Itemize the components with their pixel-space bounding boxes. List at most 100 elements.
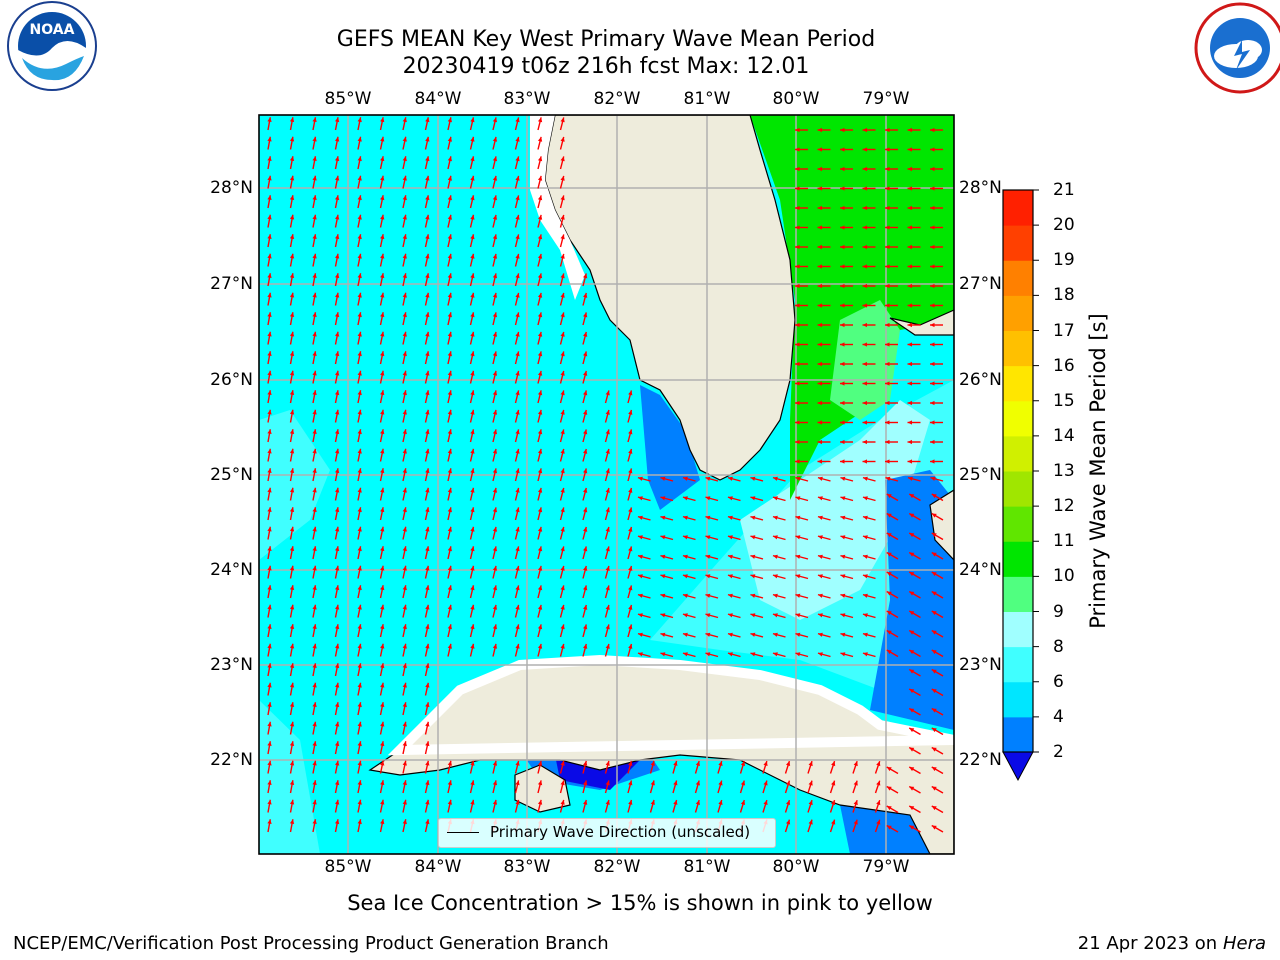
lat-label-right: 25°N	[959, 465, 1002, 485]
wave-arrow-head	[312, 682, 317, 688]
wave-arrow-head	[795, 322, 800, 328]
wave-arrow-head	[718, 780, 723, 786]
wave-arrow-head	[289, 390, 295, 396]
wave-arrow-head	[537, 370, 543, 376]
wave-arrow-head	[380, 702, 385, 708]
wave-arrow-head	[312, 468, 317, 474]
wave-arrow-head	[470, 136, 475, 142]
wave-arrow-head	[289, 195, 295, 201]
wave-arrow-head	[931, 572, 937, 577]
wave-arrow-head	[402, 702, 407, 708]
wave-arrow-head	[560, 585, 565, 591]
wave-arrow-head	[660, 476, 666, 481]
wave-arrow-head	[727, 476, 733, 481]
wave-arrow-head	[425, 448, 430, 454]
wave-arrow-head	[312, 702, 317, 708]
wave-arrow-head	[560, 253, 565, 259]
wave-arrow-head	[718, 800, 723, 805]
wave-arrow-head	[817, 225, 823, 230]
wave-arrow-head	[795, 264, 800, 269]
wave-arrow-head	[357, 780, 362, 786]
wave-arrow-head	[909, 825, 915, 830]
wave-arrow-head	[515, 117, 520, 123]
wave-arrow-head	[492, 585, 498, 591]
wave-arrow-head	[267, 682, 272, 688]
wave-arrow-head	[763, 780, 768, 786]
wave-arrow-head	[885, 361, 890, 367]
wave-arrow-head	[312, 409, 317, 415]
wave-arrow-head	[727, 574, 733, 579]
wave-arrow-head	[492, 214, 498, 220]
wave-arrow-head	[335, 370, 340, 376]
wave-arrow-head	[637, 632, 643, 637]
wave-arrow-head	[425, 253, 430, 259]
wave-arrow-head	[289, 214, 295, 220]
wave-arrow-head	[695, 761, 700, 766]
wave-arrow-head	[909, 786, 915, 791]
wave-arrow-head	[380, 292, 385, 298]
wave-arrow-head	[885, 205, 890, 211]
wave-arrow-head	[840, 515, 846, 520]
wave-arrow-head	[335, 585, 340, 591]
wave-arrow-head	[470, 780, 475, 786]
wave-arrow-head	[357, 156, 362, 162]
wave-arrow-head	[605, 565, 610, 571]
wave-arrow-head	[909, 650, 915, 655]
wave-arrow-head	[425, 799, 430, 805]
wave-arrow-head	[357, 682, 362, 688]
wave-arrow-head	[492, 760, 498, 766]
wave-arrow-head	[447, 312, 452, 318]
wave-direction-arrows	[267, 117, 944, 833]
wave-arrow-head	[267, 156, 272, 162]
wave-arrow-head	[357, 643, 362, 649]
wave-arrow-head	[447, 351, 452, 357]
wave-arrow-head	[907, 439, 913, 445]
wave-arrow-head	[705, 574, 711, 579]
wave-arrow-head	[335, 702, 340, 708]
wave-arrow-head	[931, 825, 937, 830]
wave-arrow-head	[886, 533, 892, 538]
wave-arrow-head	[785, 819, 791, 825]
wave-arrow-head	[886, 552, 892, 557]
wave-arrow-head	[402, 760, 407, 766]
wave-arrow-head	[447, 487, 452, 493]
wave-arrow-head	[289, 526, 295, 532]
wave-arrow-head	[492, 643, 498, 649]
wave-arrow-head	[312, 253, 317, 259]
wave-arrow-head	[817, 554, 823, 559]
wave-arrow-head	[628, 760, 633, 766]
wave-arrow-head	[312, 643, 317, 649]
wave-arrow-head	[335, 468, 340, 474]
wave-arrow-head	[583, 409, 588, 415]
wave-arrow-head	[876, 819, 881, 825]
wave-arrow-head	[289, 156, 295, 162]
wave-arrow-head	[425, 721, 430, 727]
wave-arrow-head	[267, 331, 272, 337]
wave-arrow-head	[637, 574, 643, 579]
wave-arrow-head	[402, 721, 407, 727]
wave-arrow-head	[492, 546, 498, 552]
wave-arrow-head	[492, 370, 498, 376]
wave-arrow-head	[380, 468, 385, 474]
wave-arrow-head	[583, 507, 588, 513]
wave-arrow-head	[425, 156, 430, 162]
wave-arrow-head	[886, 611, 892, 616]
wave-arrow-head	[380, 351, 385, 357]
wave-arrow-head	[931, 552, 937, 557]
wave-arrow-head	[515, 565, 520, 571]
wave-arrow-head	[267, 195, 272, 201]
wave-arrow-head	[492, 448, 498, 454]
wave-arrow-head	[402, 604, 407, 610]
wave-arrow-head	[380, 175, 385, 181]
wave-arrow-head	[289, 409, 295, 415]
wave-arrow-head	[267, 819, 272, 825]
wave-arrow-head	[335, 546, 340, 552]
wave-arrow-head	[289, 429, 295, 435]
wave-arrow-head	[492, 117, 498, 123]
wave-arrow-head	[470, 156, 475, 162]
colorbar-tick-label: 16	[1053, 355, 1075, 376]
wave-arrow-head	[425, 234, 430, 240]
chart-title: GEFS MEAN Key West Primary Wave Mean Per…	[336, 27, 876, 52]
wave-arrow-head	[727, 515, 733, 520]
wave-arrow-head	[312, 780, 317, 786]
